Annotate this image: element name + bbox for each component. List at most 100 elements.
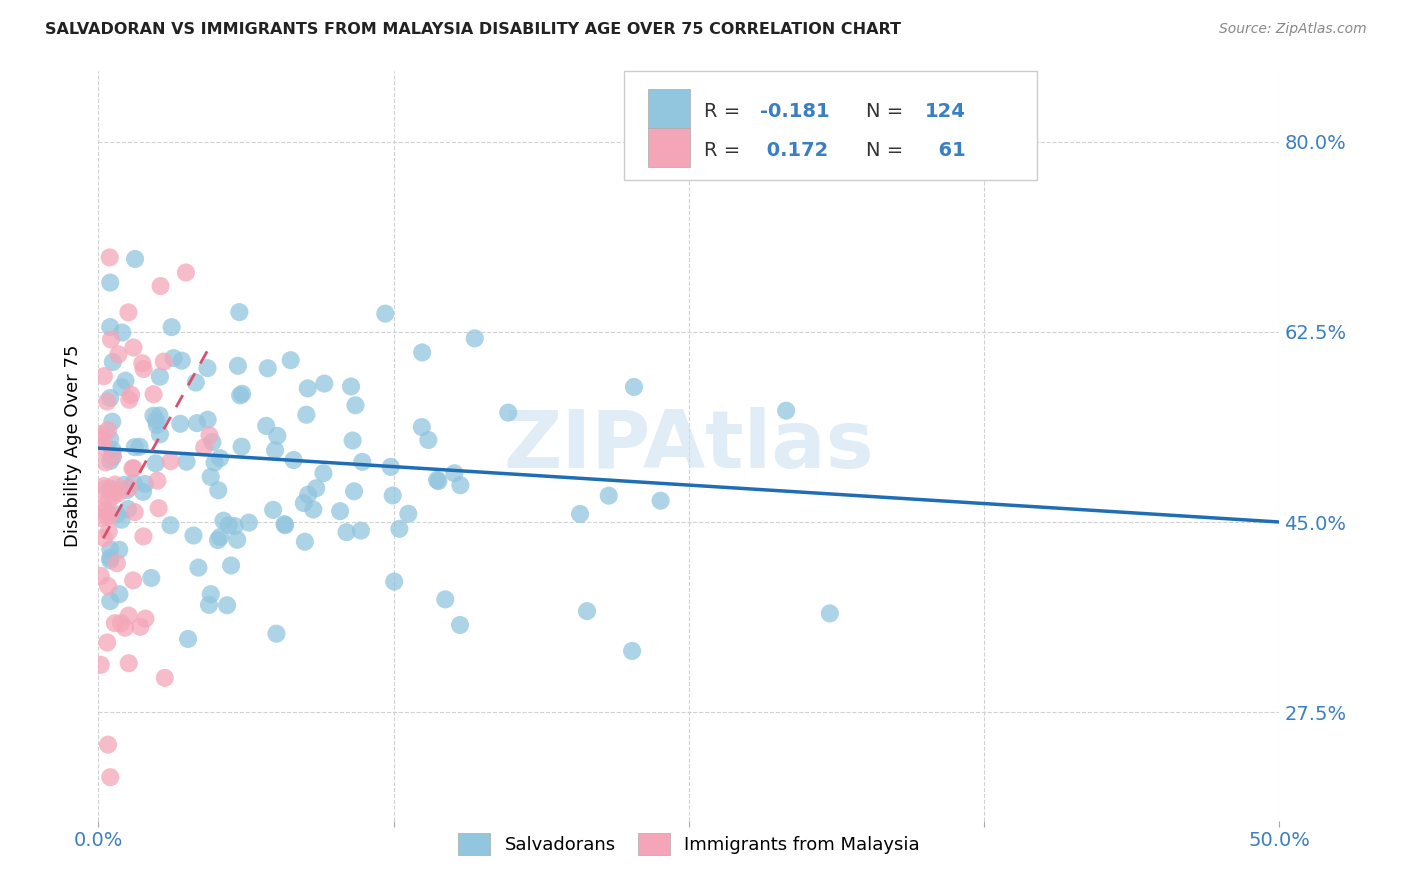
Salvadorans — [141, 571, 163, 585]
Immigrants from Malaysia — [152, 354, 174, 368]
Text: SALVADORAN VS IMMIGRANTS FROM MALAYSIA DISABILITY AGE OVER 75 CORRELATION CHART: SALVADORAN VS IMMIGRANTS FROM MALAYSIA D… — [45, 22, 901, 37]
Salvadorans — [101, 450, 124, 464]
Salvadorans — [146, 417, 169, 432]
Salvadorans — [381, 488, 404, 502]
Salvadorans — [105, 508, 128, 522]
Immigrants from Malaysia — [105, 556, 128, 570]
Salvadorans — [149, 369, 172, 384]
Salvadorans — [623, 380, 645, 394]
Salvadorans — [226, 533, 249, 547]
Text: R =: R = — [704, 141, 747, 160]
Salvadorans — [312, 466, 335, 480]
Salvadorans — [266, 626, 288, 640]
Salvadorans — [209, 530, 232, 544]
Salvadorans — [411, 345, 433, 359]
Immigrants from Malaysia — [118, 608, 141, 623]
FancyBboxPatch shape — [648, 128, 690, 167]
Immigrants from Malaysia — [101, 449, 124, 463]
Salvadorans — [101, 355, 124, 369]
Salvadorans — [218, 518, 240, 533]
Salvadorans — [111, 326, 134, 340]
Immigrants from Malaysia — [98, 770, 121, 784]
Salvadorans — [201, 435, 224, 450]
Salvadorans — [160, 320, 183, 334]
Immigrants from Malaysia — [90, 569, 112, 583]
Immigrants from Malaysia — [91, 432, 114, 446]
Immigrants from Malaysia — [117, 305, 139, 319]
Salvadorans — [134, 477, 156, 491]
Salvadorans — [124, 440, 146, 454]
Legend: Salvadorans, Immigrants from Malaysia: Salvadorans, Immigrants from Malaysia — [449, 824, 929, 864]
Immigrants from Malaysia — [118, 392, 141, 407]
Immigrants from Malaysia — [96, 394, 118, 409]
Salvadorans — [98, 454, 121, 468]
Salvadorans — [238, 516, 260, 530]
Salvadorans — [329, 504, 352, 518]
Immigrants from Malaysia — [153, 671, 176, 685]
Immigrants from Malaysia — [104, 616, 127, 631]
Immigrants from Malaysia — [94, 455, 117, 469]
Salvadorans — [374, 307, 396, 321]
Salvadorans — [229, 388, 252, 402]
Salvadorans — [208, 451, 231, 466]
Salvadorans — [204, 456, 226, 470]
Salvadorans — [396, 507, 419, 521]
Salvadorans — [142, 409, 165, 423]
Salvadorans — [302, 502, 325, 516]
Immigrants from Malaysia — [122, 574, 145, 588]
Salvadorans — [145, 456, 167, 470]
Salvadorans — [283, 453, 305, 467]
Salvadorans — [292, 496, 315, 510]
Salvadorans — [183, 528, 205, 542]
Immigrants from Malaysia — [134, 611, 156, 625]
Immigrants from Malaysia — [93, 531, 115, 545]
Text: R =: R = — [704, 102, 747, 120]
Immigrants from Malaysia — [90, 511, 112, 525]
Salvadorans — [231, 386, 253, 401]
FancyBboxPatch shape — [648, 88, 690, 128]
Salvadorans — [176, 455, 198, 469]
Salvadorans — [98, 391, 121, 405]
Salvadorans — [217, 599, 239, 613]
Salvadorans — [496, 406, 519, 420]
Immigrants from Malaysia — [120, 388, 142, 402]
Salvadorans — [184, 376, 207, 390]
Salvadorans — [818, 607, 841, 621]
Salvadorans — [212, 514, 235, 528]
Immigrants from Malaysia — [100, 333, 122, 347]
Salvadorans — [145, 413, 167, 427]
Immigrants from Malaysia — [121, 461, 143, 475]
Salvadorans — [169, 417, 191, 431]
Salvadorans — [382, 574, 405, 589]
Salvadorans — [775, 403, 797, 417]
Salvadorans — [621, 644, 644, 658]
Salvadorans — [200, 470, 222, 484]
Salvadorans — [449, 618, 471, 632]
Immigrants from Malaysia — [148, 501, 170, 516]
Immigrants from Malaysia — [131, 356, 153, 370]
Salvadorans — [273, 517, 295, 532]
Immigrants from Malaysia — [98, 251, 121, 265]
Text: 0.172: 0.172 — [759, 141, 828, 160]
Salvadorans — [98, 320, 121, 334]
Salvadorans — [226, 359, 249, 373]
Immigrants from Malaysia — [132, 362, 155, 376]
Salvadorans — [224, 519, 246, 533]
Salvadorans — [115, 483, 138, 497]
Salvadorans — [148, 409, 170, 423]
Immigrants from Malaysia — [93, 479, 115, 493]
Y-axis label: Disability Age Over 75: Disability Age Over 75 — [63, 344, 82, 548]
Salvadorans — [335, 525, 357, 540]
Salvadorans — [98, 276, 121, 290]
Immigrants from Malaysia — [122, 461, 145, 475]
Salvadorans — [256, 361, 278, 376]
Immigrants from Malaysia — [107, 486, 129, 500]
Salvadorans — [219, 558, 242, 573]
Salvadorans — [569, 507, 592, 521]
Salvadorans — [122, 475, 145, 490]
Salvadorans — [132, 484, 155, 499]
Salvadorans — [110, 513, 132, 527]
Immigrants from Malaysia — [124, 505, 146, 519]
Salvadorans — [411, 420, 433, 434]
Salvadorans — [274, 518, 297, 533]
